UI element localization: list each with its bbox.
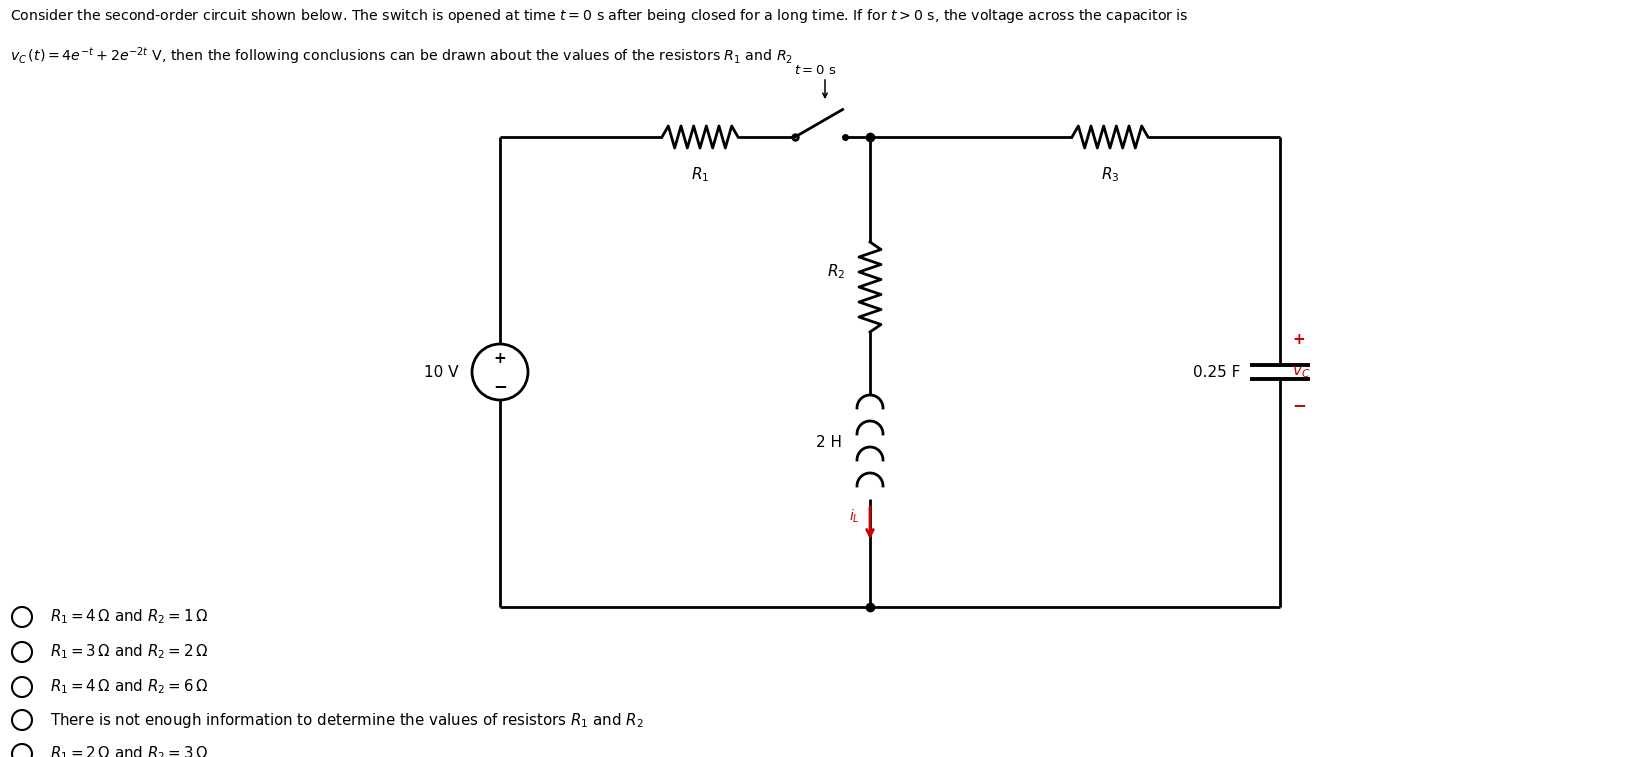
Text: $v_C\,(t) = 4e^{-t} + 2e^{-2t}$ V, then the following conclusions can be drawn a: $v_C\,(t) = 4e^{-t} + 2e^{-2t}$ V, then … <box>10 45 793 67</box>
Text: $R_1 = 4\,\Omega$ and $R_2 = 6\,\Omega$: $R_1 = 4\,\Omega$ and $R_2 = 6\,\Omega$ <box>50 678 208 696</box>
Text: $R_1 = 3\,\Omega$ and $R_2 = 2\,\Omega$: $R_1 = 3\,\Omega$ and $R_2 = 2\,\Omega$ <box>50 643 208 662</box>
Text: Consider the second-order circuit shown below. The switch is opened at time $t =: Consider the second-order circuit shown … <box>10 7 1188 25</box>
Text: $R_3$: $R_3$ <box>1100 165 1120 184</box>
Text: 10 V: 10 V <box>424 365 458 379</box>
Text: 0.25 F: 0.25 F <box>1193 365 1240 379</box>
Text: $t = 0$ s: $t = 0$ s <box>795 64 837 77</box>
Text: 2 H: 2 H <box>816 435 842 450</box>
Text: There is not enough information to determine the values of resistors $R_1$ and $: There is not enough information to deter… <box>50 711 644 730</box>
Text: $i_L$: $i_L$ <box>850 507 860 525</box>
Text: +: + <box>494 350 507 366</box>
Text: $R_2$: $R_2$ <box>827 263 845 282</box>
Text: $v_C$: $v_C$ <box>1292 364 1310 380</box>
Text: $R_1$: $R_1$ <box>691 165 708 184</box>
Text: −: − <box>492 377 507 395</box>
Text: $R_1 = 4\,\Omega$ and $R_2 = 1\,\Omega$: $R_1 = 4\,\Omega$ and $R_2 = 1\,\Omega$ <box>50 608 208 626</box>
Text: +: + <box>1292 332 1305 347</box>
Text: −: − <box>1292 396 1306 414</box>
Text: $R_1 = 2\,\Omega$ and $R_2 = 3\,\Omega$: $R_1 = 2\,\Omega$ and $R_2 = 3\,\Omega$ <box>50 745 208 757</box>
